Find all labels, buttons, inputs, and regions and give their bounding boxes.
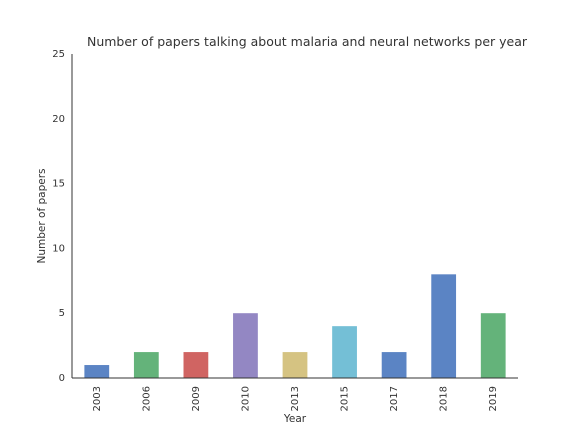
bar-2017 [381,352,407,378]
y-tick-label-25: 25 [52,49,65,60]
y-tick-label-0: 0 [59,373,65,384]
x-tick-label-2013: 2013 [290,386,301,411]
x-tick-label-2006: 2006 [141,386,152,411]
chart-title: Number of papers talking about malaria a… [87,34,528,49]
x-tick-label-2003: 2003 [92,386,103,411]
bar-2019 [480,313,506,378]
bars-group [84,274,506,378]
x-tick-label-2017: 2017 [389,386,400,411]
x-tick-label-2015: 2015 [340,386,351,411]
y-axis-label: Number of papers [36,169,48,264]
y-tick-label-5: 5 [59,308,65,319]
bar-2018 [431,274,457,378]
bar-2010 [233,313,258,378]
bar-2013 [282,352,308,378]
y-tick-label-10: 10 [52,243,65,254]
bar-2006 [133,352,159,378]
y-tick-label-20: 20 [52,114,65,125]
x-tick-label-2018: 2018 [439,386,450,411]
x-tick-label-2019: 2019 [488,386,499,411]
bar-2009 [183,352,209,378]
bar-2015 [332,326,357,378]
bar-2003 [84,365,110,378]
x-axis-label: Year [283,413,307,425]
x-tick-label-2009: 2009 [191,386,202,411]
x-axis-ticks: 2003 2006 2009 2010 2013 2015 2017 2018 2019 [92,386,499,411]
y-tick-label-15: 15 [52,179,65,190]
y-axis-ticks: 0 5 10 15 20 25 [52,49,65,384]
x-tick-label-2010: 2010 [240,386,251,411]
